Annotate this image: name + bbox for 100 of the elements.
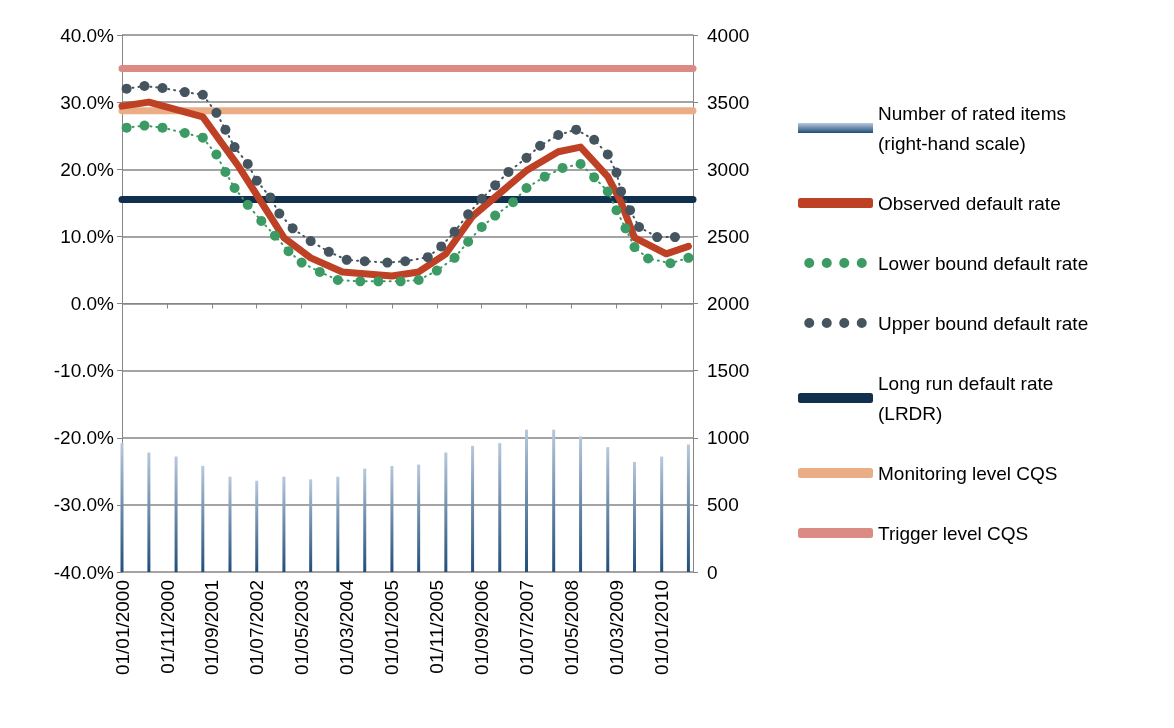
point	[139, 81, 150, 92]
x-tick-label: 01/09/2006	[471, 580, 493, 676]
point	[157, 122, 168, 133]
point	[431, 265, 442, 276]
point	[620, 223, 631, 234]
y2-tick-label: 1500	[707, 360, 750, 382]
point	[643, 253, 654, 264]
point	[220, 124, 231, 135]
point	[490, 210, 501, 221]
y-tick-label: -20.0%	[53, 427, 115, 449]
point	[296, 257, 307, 268]
point	[283, 246, 294, 257]
point	[359, 256, 370, 267]
point	[179, 87, 190, 98]
x-tick-label: 01/01/2005	[381, 580, 403, 676]
bar	[336, 476, 340, 572]
y-tick-label: 30.0%	[60, 91, 115, 113]
point	[323, 246, 334, 257]
point	[332, 275, 343, 285]
point	[589, 134, 600, 145]
x-tick-label: 01/11/2005	[426, 580, 448, 674]
point	[179, 128, 190, 138]
y-tick-label: 20.0%	[60, 158, 115, 180]
point	[665, 258, 676, 269]
y2-tick-label: 4000	[707, 24, 750, 46]
point	[521, 183, 532, 194]
point	[211, 149, 222, 160]
bar	[255, 480, 259, 572]
point	[274, 208, 285, 219]
point	[436, 241, 447, 252]
point	[611, 205, 622, 216]
bar	[147, 452, 151, 572]
point	[251, 175, 262, 186]
point	[602, 186, 613, 197]
point	[242, 158, 253, 169]
point	[314, 266, 325, 277]
point	[355, 276, 366, 287]
point	[589, 172, 600, 183]
point	[422, 252, 433, 263]
point	[602, 149, 613, 160]
bar	[525, 429, 528, 572]
point	[229, 183, 240, 194]
bar	[201, 465, 205, 572]
legend-label: Upper bound default rate	[878, 312, 1089, 334]
x-tick-label: 01/01/2010	[651, 580, 673, 676]
point	[197, 89, 208, 100]
point	[220, 166, 231, 177]
point	[121, 122, 132, 133]
point	[242, 199, 253, 210]
point	[413, 275, 424, 285]
point	[400, 256, 411, 267]
x-tick-label: 01/01/2000	[111, 580, 133, 676]
point	[629, 242, 640, 253]
bar	[660, 456, 664, 572]
bar	[606, 447, 610, 572]
x-tick-label: 01/07/2002	[246, 580, 268, 676]
x-tick-label: 01/03/2009	[605, 580, 627, 676]
point	[121, 83, 132, 94]
x-tick-label: 01/11/2000	[156, 580, 178, 674]
y2-tick-label: 500	[707, 494, 739, 516]
point	[463, 236, 474, 247]
bar	[444, 452, 448, 572]
point	[197, 132, 208, 143]
point	[373, 276, 384, 287]
x-tick-label: 01/09/2001	[201, 580, 223, 676]
legend-label: Monitoring level CQS	[878, 462, 1058, 484]
bar	[282, 476, 286, 572]
point	[211, 107, 222, 118]
point	[229, 142, 240, 153]
bar	[633, 461, 636, 572]
point	[616, 186, 627, 197]
y2-tick-label: 0	[707, 561, 718, 583]
point	[490, 180, 501, 191]
point	[557, 162, 568, 173]
bar	[552, 429, 556, 572]
point	[571, 124, 582, 135]
x-tick-label: 01/05/2008	[561, 580, 583, 676]
legend-label: Long run default rate (LRDR)	[878, 372, 1054, 424]
point	[265, 192, 276, 203]
point	[463, 209, 474, 220]
point	[539, 171, 550, 182]
point	[476, 221, 487, 232]
legend-label: Observed default rate	[878, 192, 1061, 214]
y-tick-label: 0.0%	[70, 293, 115, 314]
y2-tick-label: 2000	[707, 293, 750, 314]
point	[269, 230, 280, 241]
bar	[309, 479, 313, 572]
point	[625, 205, 636, 216]
point	[341, 254, 352, 265]
y2-tick-label: 3500	[707, 91, 750, 113]
bar	[471, 445, 475, 572]
point	[287, 223, 298, 234]
bar	[363, 468, 367, 572]
point	[503, 166, 514, 177]
x-tick-label: 01/03/2004	[336, 579, 358, 676]
point	[669, 232, 680, 243]
y-tick-label: 40.0%	[60, 24, 115, 46]
point	[139, 120, 150, 131]
bar	[579, 436, 583, 572]
y2-tick-label: 3000	[707, 158, 750, 180]
